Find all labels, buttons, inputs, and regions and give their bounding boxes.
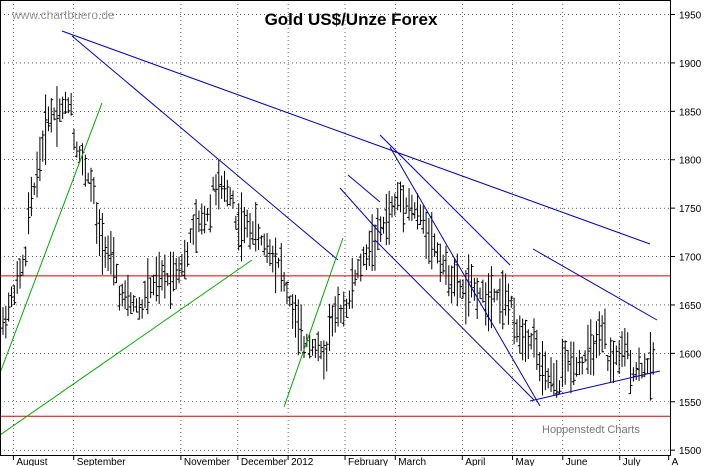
trend-line-blue [374, 239, 535, 401]
trend-line-blue [529, 370, 661, 402]
y-tick-label: 1700 [679, 253, 702, 264]
grid-layer [0, 0, 670, 455]
x-tick-label: May [516, 457, 535, 466]
trend-line-blue [61, 30, 651, 245]
trend-line-green [283, 237, 344, 408]
y-tick-label: 1800 [679, 156, 702, 167]
x-tick-label: November [184, 457, 231, 466]
trend-line-blue [532, 248, 658, 321]
trend-line-blue [71, 35, 339, 261]
x-tick-label: August [16, 457, 47, 466]
chart-title: Gold US$/Unze Forex [265, 10, 438, 29]
x-tick-label: July [623, 457, 641, 466]
trend-line-blue [389, 146, 541, 407]
y-tick-label: 1500 [679, 446, 702, 457]
watermark-text: www.chartbuero.de [11, 8, 115, 22]
trend-line-green [0, 259, 253, 436]
source-credit: Hoppenstedt Charts [542, 424, 640, 436]
trend-line-blue [347, 174, 381, 203]
x-tick-label: December [241, 457, 288, 466]
trend-line-blue [379, 134, 511, 266]
x-tick-label: March [398, 457, 426, 466]
x-tick-label: 2012 [291, 457, 314, 466]
trend-lines [0, 30, 661, 436]
x-tick-label: September [77, 457, 127, 466]
x-tick-label: A [672, 457, 679, 466]
x-tick-label: June [566, 457, 588, 466]
trend-line-green [0, 102, 103, 374]
support-lines [0, 275, 670, 417]
x-tick-label: April [465, 457, 485, 466]
y-tick-label: 1900 [679, 59, 702, 70]
plot-frame [0, 0, 671, 456]
x-axis: August September November December 2012 Febru… [12, 455, 679, 466]
y-tick-label: 1550 [679, 398, 702, 409]
x-tick-label: February [348, 457, 388, 466]
trend-line-blue [339, 187, 383, 236]
y-tick-label: 1750 [679, 204, 702, 215]
y-tick-label: 1600 [679, 349, 702, 360]
y-tick-label: 1950 [679, 11, 702, 22]
y-tick-label: 1650 [679, 301, 702, 312]
price-bars [1, 86, 656, 401]
y-tick-label: 1850 [679, 107, 702, 118]
y-axis: 1500 1550 1600 1650 1700 1750 1800 1850 1900 1950 [670, 11, 702, 457]
